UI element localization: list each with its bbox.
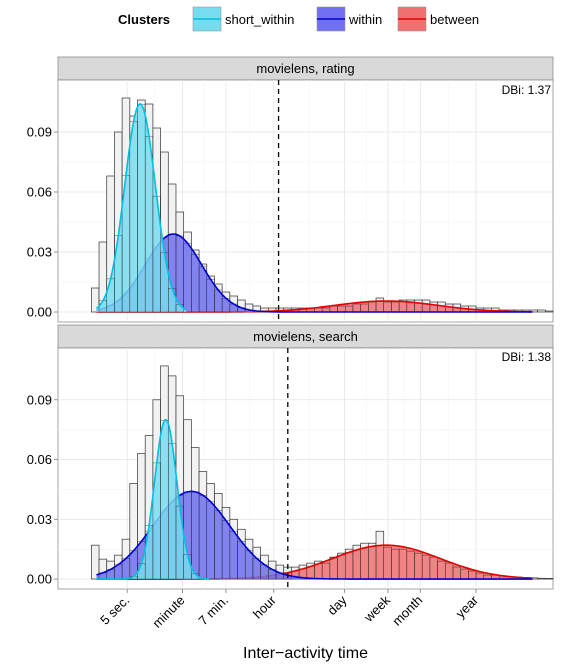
y-tick-label: 0.06 bbox=[27, 452, 52, 467]
y-tick-label: 0.03 bbox=[27, 245, 52, 260]
facet-panel-movielens-search: movielens, search DBi: 1.38 0.00 0.03 0.06… bbox=[27, 324, 554, 590]
x-tick-label: minute bbox=[149, 593, 187, 631]
density-curve-within bbox=[96, 233, 533, 313]
density-curve-short-within bbox=[96, 103, 187, 311]
histogram-bar bbox=[544, 310, 554, 313]
y-axis: 0.00 0.03 0.06 0.09 bbox=[27, 392, 58, 587]
x-tick-label: day bbox=[324, 592, 350, 618]
density-curve-short-within bbox=[96, 418, 210, 580]
dbi-annotation: DBi: 1.38 bbox=[502, 350, 552, 364]
y-tick-label: 0.00 bbox=[27, 305, 52, 320]
legend: Clusters short_within within between bbox=[118, 6, 479, 32]
y-tick-label: 0.03 bbox=[27, 512, 52, 527]
density-curves bbox=[96, 103, 533, 313]
x-tick-label: 7 min. bbox=[195, 593, 231, 629]
density-area-short-within bbox=[96, 104, 187, 312]
legend-key-within: within bbox=[316, 6, 382, 32]
y-tick-label: 0.06 bbox=[27, 185, 52, 200]
x-tick-label: 5 sec. bbox=[97, 593, 132, 628]
legend-key-short-within: short_within bbox=[192, 6, 294, 32]
legend-label-short-within: short_within bbox=[225, 12, 294, 27]
x-tick-label: month bbox=[389, 593, 425, 629]
density-area-within bbox=[96, 491, 533, 580]
y-tick-label: 0.00 bbox=[27, 572, 52, 587]
legend-key-between: between bbox=[397, 6, 479, 32]
y-axis: 0.00 0.03 0.06 0.09 bbox=[27, 125, 58, 320]
facet-panel-movielens-rating: movielens, rating DBi: 1.37 0.00 0.03 0.06… bbox=[27, 56, 554, 323]
facet-strip-label: movielens, rating bbox=[256, 61, 354, 76]
y-tick-label: 0.09 bbox=[27, 392, 52, 407]
legend-label-between: between bbox=[430, 12, 479, 27]
x-tick-label: hour bbox=[250, 592, 279, 621]
density-area-within bbox=[96, 234, 533, 312]
legend-title: Clusters bbox=[118, 12, 170, 27]
x-tick-label: year bbox=[453, 592, 482, 621]
facet-strip-label: movielens, search bbox=[253, 329, 358, 344]
density-curves bbox=[96, 418, 533, 580]
histogram-bar bbox=[537, 309, 546, 313]
x-tick-label: week bbox=[360, 592, 393, 625]
histogram-bar bbox=[537, 577, 546, 580]
dbi-annotation: DBi: 1.37 bbox=[502, 83, 552, 97]
legend-label-within: within bbox=[348, 12, 382, 27]
histogram-bar bbox=[544, 578, 554, 580]
density-area-between bbox=[96, 545, 533, 580]
x-axis-title: Inter−activity time bbox=[243, 645, 368, 662]
y-tick-label: 0.09 bbox=[27, 125, 52, 140]
